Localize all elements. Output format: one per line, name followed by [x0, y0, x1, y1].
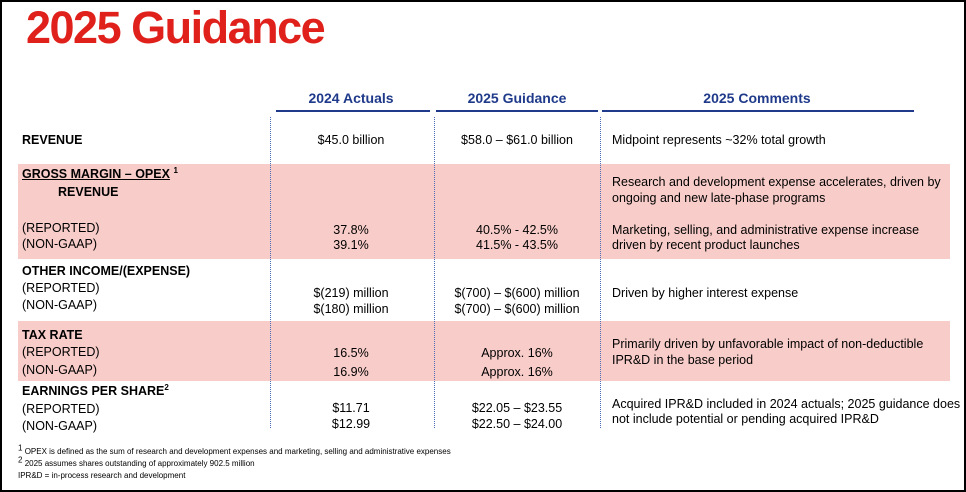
footnote-ref: 2: [164, 382, 169, 392]
revenue-actuals: $45.0 billion: [317, 133, 385, 147]
other-income-comment: Driven by higher interest expense: [612, 286, 799, 300]
gross-margin-reported-label: (REPORTED): [22, 221, 100, 235]
eps-actuals-reported: $11.71: [332, 401, 370, 415]
gross-margin-guidance-nongaap: 41.5% - 43.5%: [476, 238, 558, 252]
tax-rate-nongaap-label: (NON-GAAP): [22, 363, 97, 377]
gross-margin-actuals-reported: 37.8%: [333, 223, 369, 237]
tax-rate-guidance-nongaap: Approx. 16%: [481, 365, 553, 379]
row-label-tax-rate: TAX RATE: [22, 328, 83, 342]
eps-comment-a: Acquired IPR&D included in 2024 actuals;…: [612, 397, 961, 411]
gross-margin-nongaap-label: (NON-GAAP): [22, 237, 97, 251]
column-divider: [434, 117, 435, 428]
header-underline: [602, 110, 914, 112]
gross-margin-guidance-reported: 40.5% - 42.5%: [476, 223, 558, 237]
footnote-2: 2 2025 assumes shares outstanding of app…: [18, 455, 255, 469]
eps-comment-b: not include potential or pending acquire…: [612, 412, 879, 426]
revenue-guidance: $58.0 – $61.0 billion: [461, 133, 573, 147]
eps-label: EARNINGS PER SHARE: [22, 384, 165, 398]
eps-guidance-nongaap: $22.50 – $24.00: [471, 417, 563, 431]
page-title: 2025 Guidance: [26, 2, 326, 53]
column-header-comments: 2025 Comments: [703, 90, 811, 106]
gross-margin-comment-1b: ongoing and new late-phase programs: [612, 191, 826, 205]
tax-rate-comment-b: IPR&D in the base period: [612, 353, 754, 367]
tax-rate-actuals-reported: 16.5%: [333, 346, 369, 360]
tax-rate-guidance-reported: Approx. 16%: [481, 346, 553, 360]
tax-rate-comment-a: Primarily driven by unfavorable impact o…: [612, 337, 924, 351]
column-divider: [270, 117, 271, 428]
eps-reported-label: (REPORTED): [22, 402, 100, 416]
header-underline: [276, 110, 430, 112]
gross-margin-comment-2b: driven by recent product launches: [612, 238, 800, 252]
gross-margin-label: GROSS MARGIN – OPEX: [22, 167, 170, 181]
other-income-actuals-reported: $(219) million: [313, 286, 389, 300]
footnote-1-text: OPEX is defined as the sum of research a…: [24, 447, 451, 456]
tax-rate-reported-label: (REPORTED): [22, 345, 100, 359]
gross-margin-comment-2a: Marketing, selling, and administrative e…: [612, 223, 920, 237]
other-income-reported-label: (REPORTED): [22, 281, 100, 295]
footnote-ref: 1: [173, 165, 178, 175]
footnote-1: 1 OPEX is defined as the sum of research…: [18, 443, 451, 457]
gross-margin-actuals-nongaap: 39.1%: [333, 238, 369, 252]
tax-rate-actuals-nongaap: 16.9%: [333, 365, 369, 379]
other-income-guidance-reported: $(700) – $(600) million: [454, 286, 580, 300]
footnote-2-text: 2025 assumes shares outstanding of appro…: [24, 459, 255, 468]
column-divider: [600, 117, 601, 428]
column-header-guidance: 2025 Guidance: [467, 90, 567, 106]
row-band-gross-margin: [18, 164, 950, 259]
header-underline: [436, 110, 598, 112]
other-income-actuals-nongaap: $(180) million: [313, 302, 389, 316]
eps-actuals-nongaap: $12.99: [331, 417, 371, 431]
eps-guidance-reported: $22.05 – $23.55: [471, 401, 563, 415]
gross-margin-comment-1a: Research and development expense acceler…: [612, 175, 941, 189]
row-label-other-income: OTHER INCOME/(EXPENSE): [22, 264, 191, 278]
gross-margin-label-revenue: REVENUE: [58, 185, 119, 199]
footnote-1-mark: 1: [18, 443, 23, 453]
footnote-3: IPR&D = in-process research and developm…: [18, 471, 186, 480]
row-label-eps: EARNINGS PER SHARE2: [22, 383, 169, 399]
eps-nongaap-label: (NON-GAAP): [22, 419, 97, 433]
footnote-2-mark: 2: [18, 455, 23, 465]
row-band-tax-rate: [18, 321, 950, 381]
row-label-revenue: REVENUE: [22, 133, 83, 147]
column-header-actuals: 2024 Actuals: [308, 90, 394, 106]
row-label-gross-margin: GROSS MARGIN – OPEX 1: [22, 166, 178, 182]
other-income-guidance-nongaap: $(700) – $(600) million: [454, 302, 580, 316]
revenue-comment: Midpoint represents ~32% total growth: [612, 133, 826, 147]
other-income-nongaap-label: (NON-GAAP): [22, 298, 97, 312]
